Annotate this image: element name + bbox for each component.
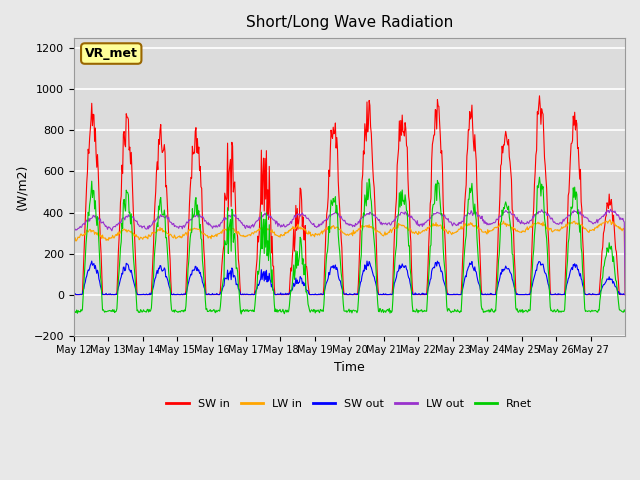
LW in xyxy=(70,236,77,241)
Rnet xyxy=(285,308,292,314)
LW out xyxy=(437,212,445,218)
LW out xyxy=(284,222,292,228)
LW in xyxy=(406,226,414,231)
LW in xyxy=(606,217,614,223)
Line: LW out: LW out xyxy=(74,209,625,295)
LW out xyxy=(236,217,244,223)
LW in xyxy=(437,222,445,228)
LW out xyxy=(134,221,142,227)
X-axis label: Time: Time xyxy=(334,361,365,374)
Line: Rnet: Rnet xyxy=(74,177,625,314)
SW out xyxy=(363,258,371,264)
SW out xyxy=(263,279,271,285)
Legend: SW in, LW in, SW out, LW out, Rnet: SW in, LW in, SW out, LW out, Rnet xyxy=(162,395,537,414)
Rnet xyxy=(70,309,77,314)
Rnet xyxy=(536,174,543,180)
Line: SW out: SW out xyxy=(74,261,625,295)
Rnet xyxy=(134,310,142,315)
SW out xyxy=(407,284,415,289)
LW out xyxy=(406,213,414,219)
SW in xyxy=(437,150,445,156)
SW out xyxy=(621,292,629,298)
Title: Short/Long Wave Radiation: Short/Long Wave Radiation xyxy=(246,15,453,30)
SW out xyxy=(284,290,292,296)
LW in xyxy=(284,230,292,236)
Rnet xyxy=(237,311,245,317)
SW in xyxy=(236,279,244,285)
Text: VR_met: VR_met xyxy=(85,47,138,60)
Line: SW in: SW in xyxy=(74,96,625,295)
SW in xyxy=(134,292,142,298)
SW out xyxy=(236,289,244,295)
Rnet xyxy=(264,238,271,244)
LW in xyxy=(263,227,271,233)
Rnet xyxy=(621,309,629,314)
Line: LW in: LW in xyxy=(74,220,625,295)
LW in xyxy=(621,292,629,298)
Rnet xyxy=(438,211,445,216)
SW in xyxy=(536,93,543,99)
LW in xyxy=(134,234,142,240)
SW in xyxy=(621,292,629,298)
LW out xyxy=(70,229,77,235)
SW in xyxy=(406,228,414,234)
SW out xyxy=(438,268,445,274)
SW in xyxy=(70,292,77,298)
LW out xyxy=(621,292,629,298)
LW in xyxy=(236,232,244,238)
SW out xyxy=(134,292,142,298)
Y-axis label: (W/m2): (W/m2) xyxy=(15,164,28,210)
LW out xyxy=(263,213,271,218)
SW out xyxy=(70,292,77,298)
LW out xyxy=(607,206,614,212)
SW in xyxy=(284,292,292,298)
SW in xyxy=(263,212,271,217)
Rnet xyxy=(236,299,244,305)
Rnet xyxy=(407,272,415,278)
